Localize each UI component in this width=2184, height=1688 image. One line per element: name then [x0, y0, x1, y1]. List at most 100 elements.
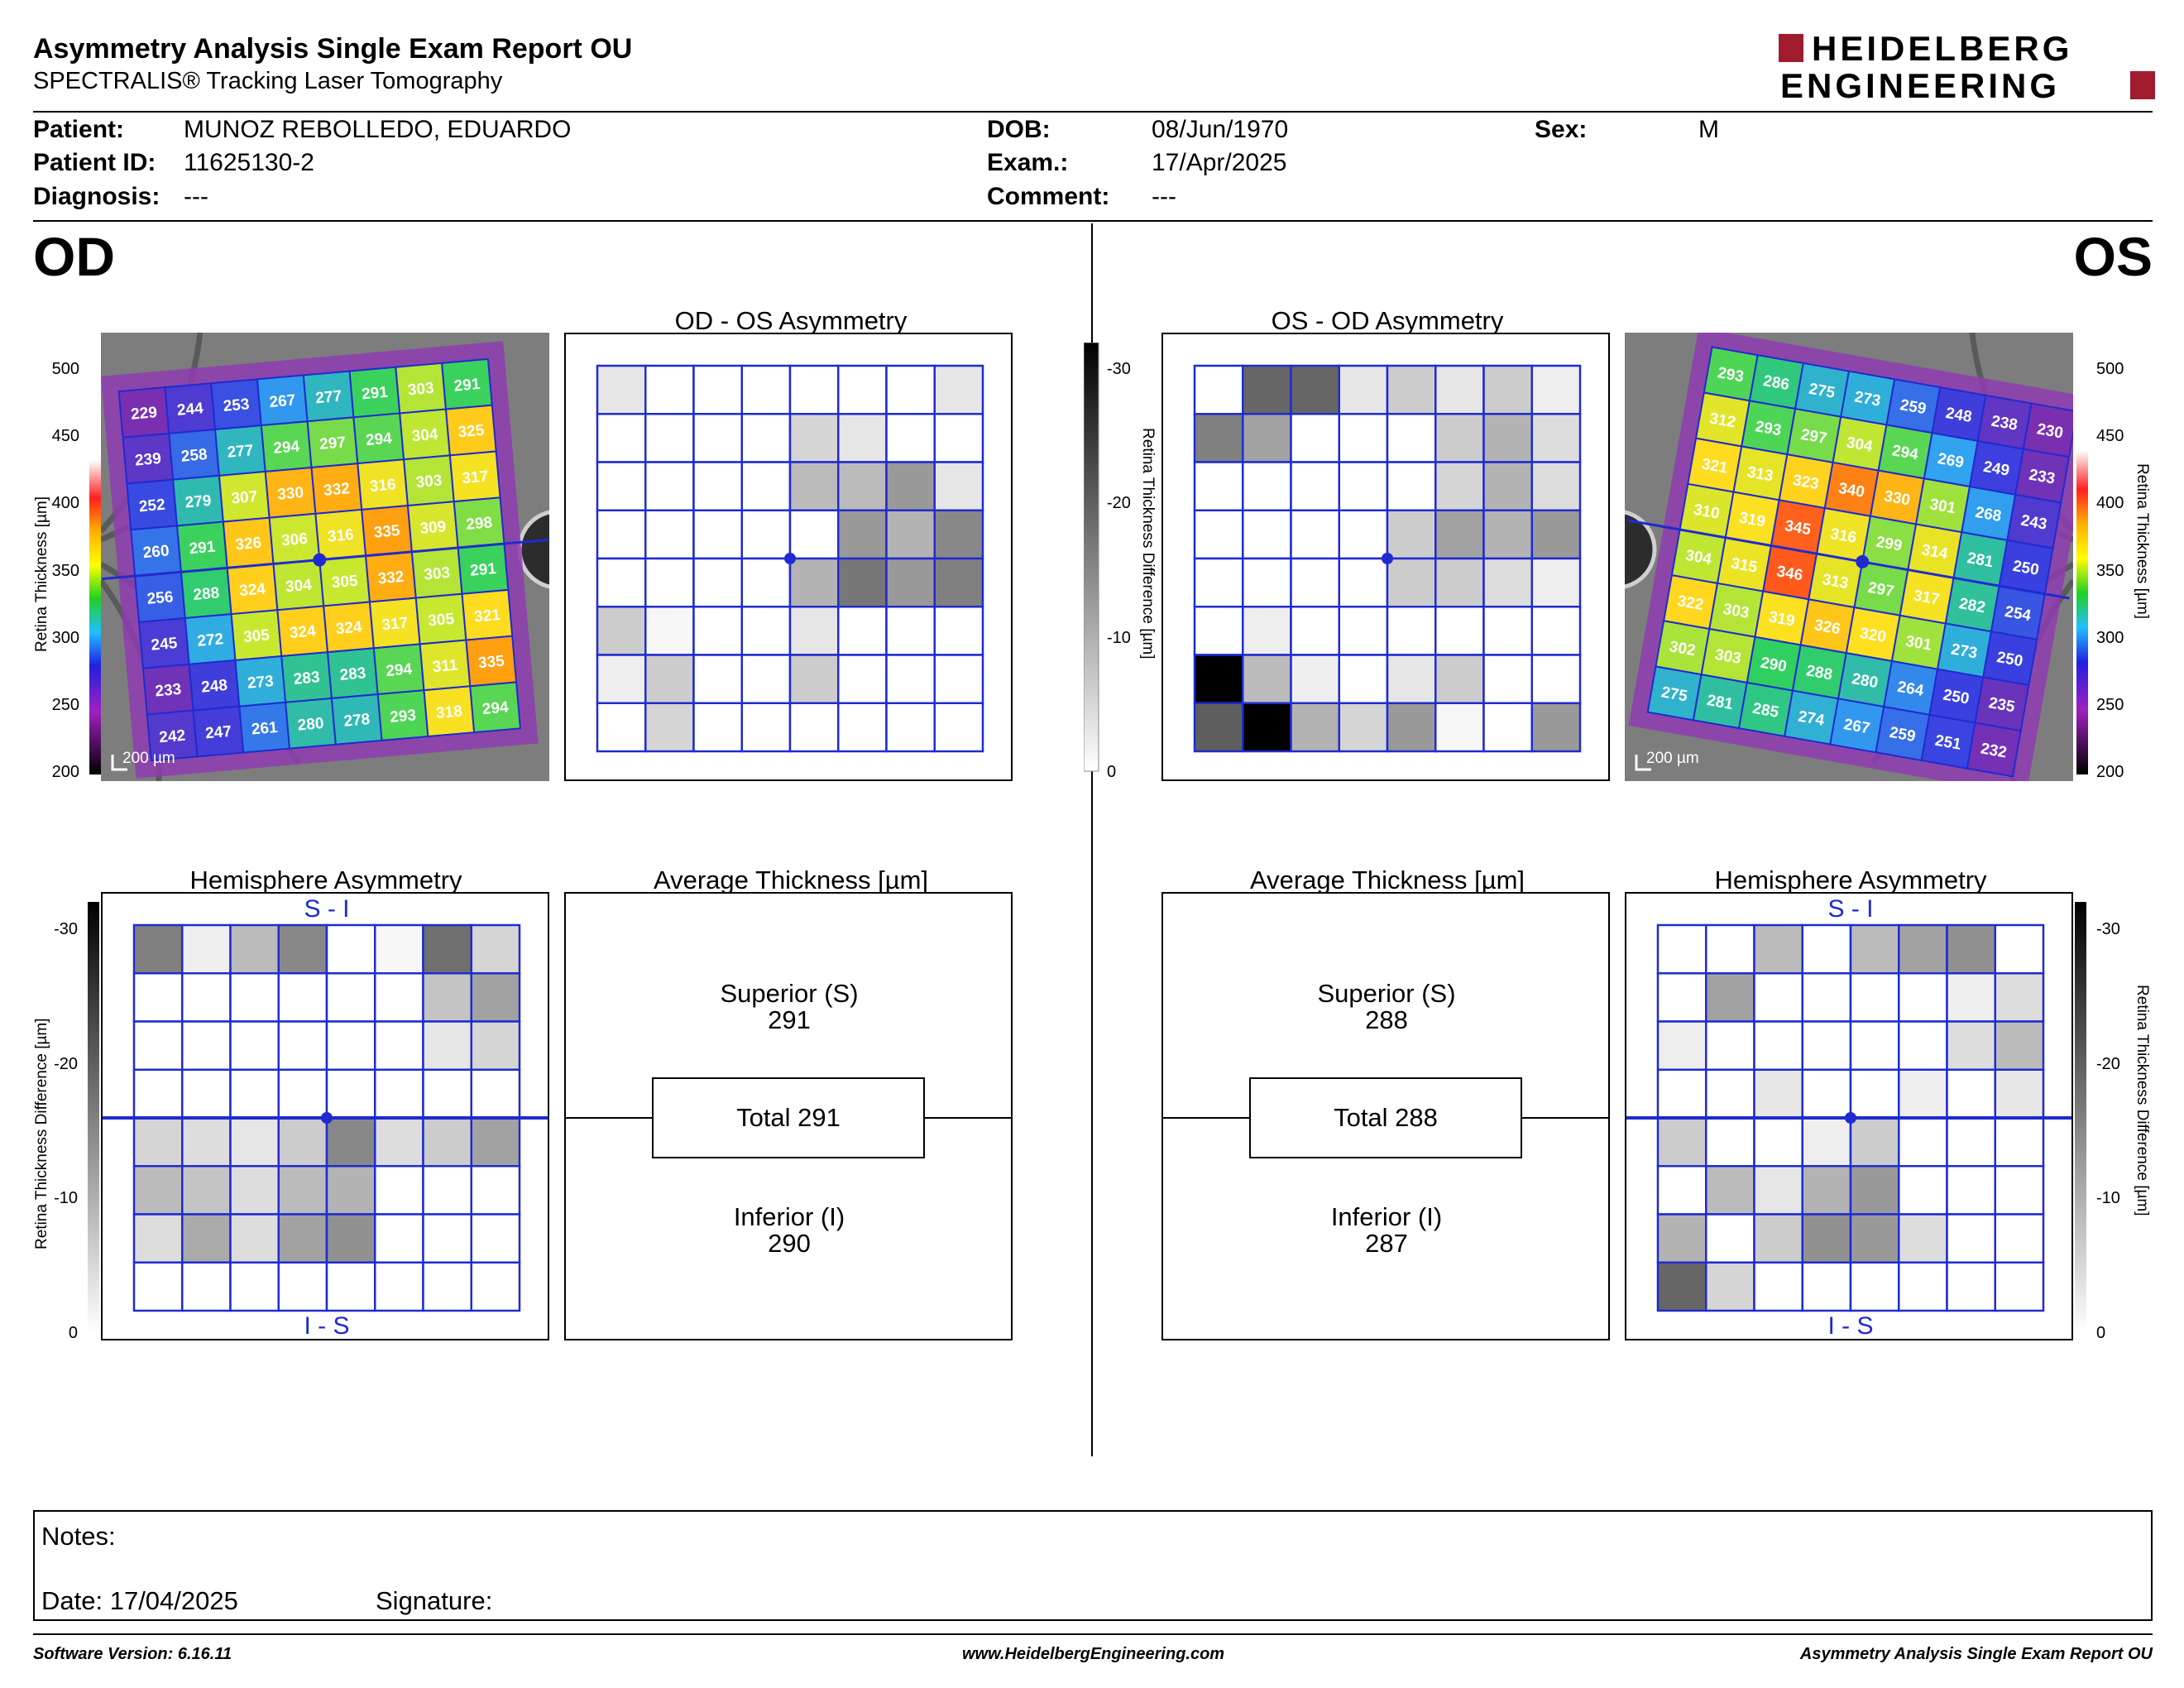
os-od-asym-cell [1338, 557, 1389, 608]
od-map-cell-value: 332 [377, 568, 405, 588]
center-diff-axis-label: Retina Thickness Difference [µm] [1139, 428, 1157, 659]
od-os-asym-cell [837, 654, 888, 704]
os-hemi-cell [1994, 1020, 2045, 1071]
od-os-asym-cell [837, 413, 888, 463]
os-hemi-colorbar [2075, 902, 2086, 1332]
od-map-cell-value: 279 [184, 492, 212, 512]
os-hemi-cell [1994, 923, 2045, 975]
od-map-scale-bar-label: 200 µm [122, 750, 175, 767]
od-thickness-tick-2: 400 [51, 494, 79, 513]
os-od-asym-cell [1434, 509, 1485, 560]
os-hemi-cell [1994, 1261, 2045, 1312]
os-average-title: Average Thickness [µm] [1249, 866, 1525, 894]
od-hemi-cell [181, 1116, 232, 1168]
os-hemi-cell [1705, 1165, 1755, 1216]
od-os-asym-cell [644, 702, 695, 753]
od-map-fovea-dot [313, 553, 327, 567]
os-hemi-cell [1898, 1213, 1948, 1264]
od-hemi-cell [422, 923, 472, 975]
signature-label: Signature: [376, 1586, 493, 1615]
od-hemi-cell [181, 923, 232, 975]
patient-id-label: Patient ID: [33, 149, 156, 176]
os-od-asym-cell [1193, 413, 1244, 463]
notes-box[interactable]: Notes: Date: 17/04/2025 Signature: [33, 1510, 2153, 1621]
sex-label: Sex: [1535, 116, 1588, 143]
os-od-asym-cell [1338, 654, 1389, 704]
od-map-cell-value: 256 [146, 588, 174, 608]
os-od-asymmetry-panel [1161, 333, 1610, 781]
os-hemi-cell [1898, 1068, 1948, 1120]
os-average-panel: Superior (S) 288 Total 288 Inferior (I) … [1161, 892, 1610, 1340]
od-superior-value: 291 [768, 1005, 811, 1034]
os-superior-value: 288 [1365, 1005, 1408, 1034]
eye-label-od: OD [33, 226, 115, 287]
os-hemi-tick-0: -30 [2096, 920, 2120, 938]
os-od-asym-cell [1530, 509, 1582, 560]
os-hemi-cell [1753, 1261, 1803, 1312]
od-os-asym-cell [788, 413, 840, 463]
od-os-asym-cell [885, 461, 936, 511]
heidelberg-logo: HEIDELBERG ENGINEERING [1779, 31, 2155, 103]
od-thickness-tick-0: 500 [51, 360, 79, 378]
od-os-asym-cell [885, 509, 936, 560]
od-hemi-cell [132, 1068, 184, 1120]
od-hemi-cell [132, 1165, 184, 1216]
od-map-cell-value: 291 [453, 376, 481, 396]
od-hemi-cell [277, 1213, 328, 1264]
od-hemi-cell [229, 1068, 280, 1120]
od-map-cell-value: 272 [197, 631, 224, 650]
od-os-asym-cell [692, 461, 743, 511]
os-hemisphere-title: Hemisphere Asymmetry [1714, 866, 1987, 894]
os-od-asym-cell [1193, 606, 1244, 656]
od-os-asym-cell [596, 702, 647, 753]
diagnosis-label: Diagnosis: [33, 183, 160, 210]
os-thickness-axis-label: Retina Thickness [µm] [2134, 463, 2151, 619]
od-os-asym-cell [885, 606, 936, 656]
os-od-asym-cell [1386, 364, 1437, 415]
od-hemi-cell [470, 1020, 521, 1071]
od-os-asym-cell [788, 461, 840, 511]
diagnosis-value: --- [184, 183, 208, 210]
od-hemi-cell [229, 972, 280, 1023]
od-hemi-cell [325, 1020, 376, 1071]
od-thickness-tick-5: 250 [51, 695, 79, 714]
os-hemi-cell [1705, 972, 1755, 1023]
od-hemi-cell [325, 1165, 376, 1216]
os-hemi-cell [1994, 1116, 2045, 1168]
od-os-asym-cell [837, 557, 888, 608]
os-od-asym-cell [1386, 606, 1437, 656]
od-map-cell-value: 306 [280, 530, 308, 550]
os-od-asym-cell [1193, 364, 1244, 415]
od-thickness-colorbar [89, 356, 101, 774]
website-link[interactable]: www.HeidelbergEngineering.com [962, 1645, 1225, 1663]
os-map-axis-line [1627, 519, 2070, 600]
os-hemi-cell [1994, 972, 2045, 1023]
od-os-asym-cell [933, 702, 984, 753]
od-os-asym-cell [644, 509, 695, 560]
od-total-box: Total 291 [652, 1077, 925, 1158]
os-hemi-tick-3: 0 [2096, 1324, 2106, 1342]
os-hemi-cell [1946, 972, 1996, 1023]
od-hemi-cell [374, 1213, 424, 1264]
od-map-cell-value: 242 [159, 727, 186, 747]
os-od-asym-cell [1434, 364, 1485, 415]
od-hemi-cell [325, 1116, 376, 1168]
od-os-asym-cell [644, 557, 695, 608]
od-os-asym-cell [788, 606, 840, 656]
od-map-cell-value: 253 [223, 396, 250, 415]
od-map-cell-value: 267 [269, 391, 296, 411]
os-hemi-cell [1656, 1068, 1707, 1120]
os-od-asym-cell [1434, 702, 1485, 753]
od-map-cell-value: 229 [130, 404, 157, 424]
os-hemi-cell [1656, 1020, 1707, 1071]
os-od-asym-cell [1193, 557, 1244, 608]
od-hemi-cell [422, 1165, 472, 1216]
od-hemi-cell [277, 1068, 328, 1120]
os-hemi-cell [1898, 972, 1948, 1023]
od-hemi-cell [374, 1261, 424, 1312]
od-map-scale-bar [111, 755, 127, 771]
od-hemi-cell [132, 1116, 184, 1168]
os-hemi-cell [1801, 1165, 1852, 1216]
od-map-cell-value: 311 [432, 657, 459, 677]
od-os-asym-cell [788, 654, 840, 704]
